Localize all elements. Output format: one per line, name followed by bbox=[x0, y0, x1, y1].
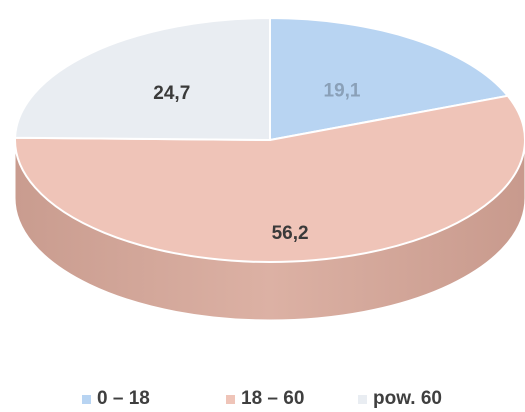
legend-item-0-18: 0 – 18 bbox=[82, 388, 150, 409]
legend-label-pow-60: pow. 60 bbox=[373, 388, 442, 409]
pie-slices bbox=[14, 16, 525, 321]
data-label-pow-60: 24,7 bbox=[153, 83, 190, 104]
slice-pow-60 bbox=[14, 16, 271, 142]
slice-0-18 bbox=[269, 16, 510, 142]
legend-swatch-pow-60 bbox=[358, 395, 367, 404]
legend-label-0-18: 0 – 18 bbox=[97, 388, 150, 409]
legend-swatch-0-18 bbox=[82, 395, 91, 404]
data-label-18-60: 56,2 bbox=[272, 223, 309, 244]
legend-swatch-18-60 bbox=[226, 395, 235, 404]
legend: 0 – 18 18 – 60 pow. 60 bbox=[82, 388, 442, 409]
legend-label-18-60: 18 – 60 bbox=[241, 388, 304, 409]
legend-item-pow-60: pow. 60 bbox=[358, 388, 442, 409]
legend-item-18-60: 18 – 60 bbox=[226, 388, 304, 409]
data-label-0-18: 19,1 bbox=[324, 81, 361, 102]
slice-18-60 bbox=[14, 94, 525, 263]
data-labels: 19,1 56,2 24,7 bbox=[153, 81, 361, 244]
